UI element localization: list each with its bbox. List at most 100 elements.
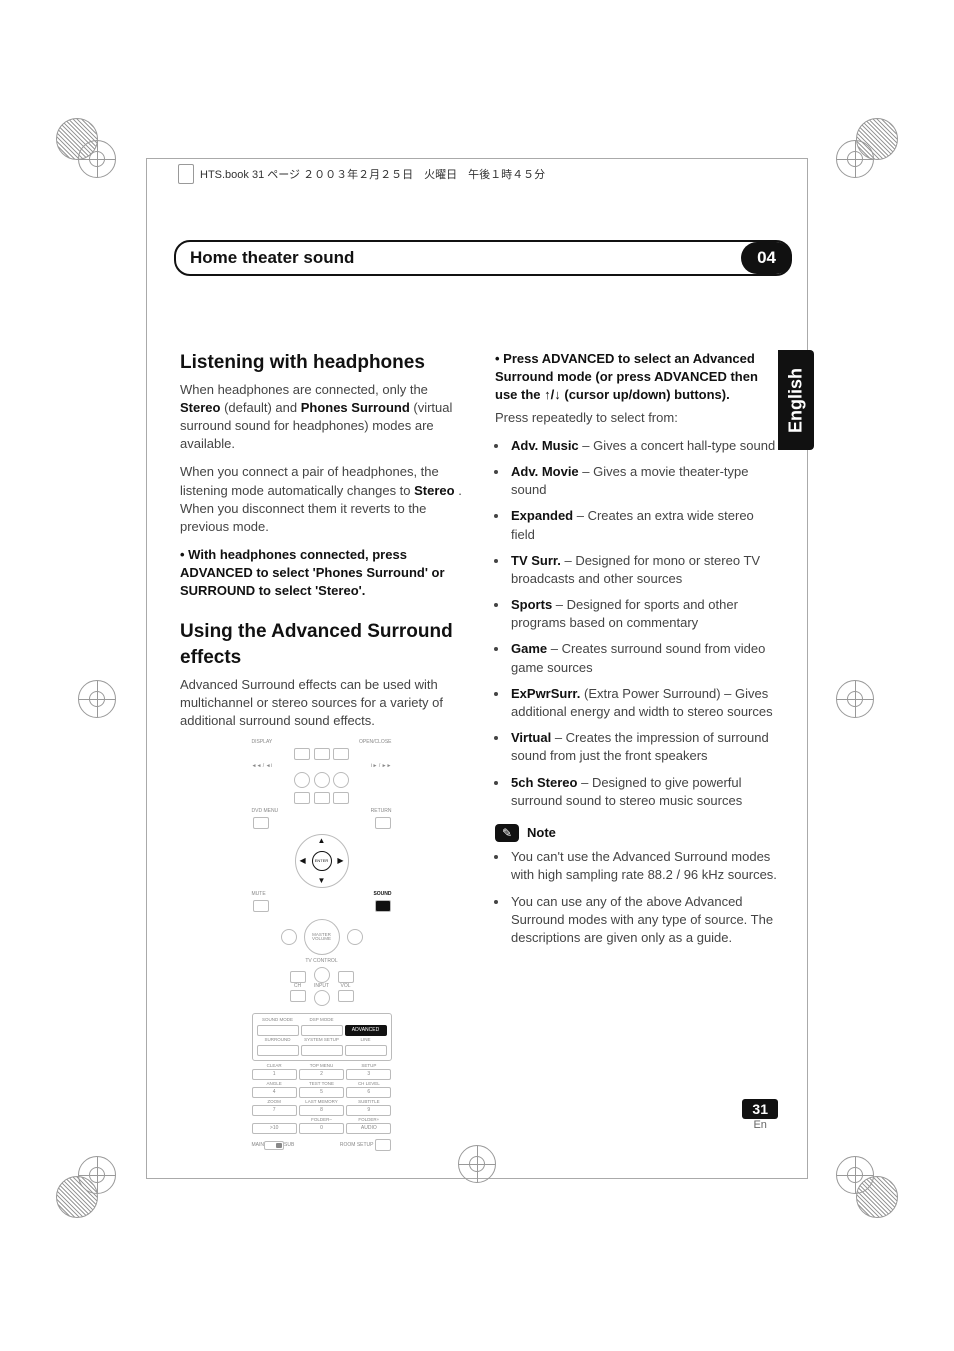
page-footer: 31 En	[742, 1099, 778, 1131]
btn-tvvol-up	[338, 971, 354, 983]
btn-sound-mode	[257, 1025, 299, 1036]
dpad: ▲ ▼ ◀ ▶ ENTER	[295, 834, 349, 888]
arrow-down-icon: ▼	[318, 877, 326, 885]
lbl-line: LINE	[345, 1038, 387, 1043]
chapter-pill: Home theater sound 04	[174, 240, 792, 276]
mode-name: Expanded	[511, 508, 573, 523]
btn-input	[314, 990, 330, 1006]
text: When headphones are connected, only the	[180, 382, 428, 397]
text: When you connect a pair of headphones, t…	[180, 464, 439, 497]
key-1: 1	[252, 1069, 297, 1080]
mode-section: SOUND MODE DSP MODE ADVANCED SURROUND SY…	[252, 1013, 392, 1061]
mode-name: Adv. Music	[511, 438, 579, 453]
mode-list: Adv. Music – Gives a concert hall-type s…	[509, 437, 778, 810]
note-item: You can't use the Advanced Surround mode…	[509, 848, 778, 884]
mode-item: Sports – Designed for sports and other p…	[509, 596, 778, 632]
language-tab: English	[778, 350, 814, 450]
lbl-dsp-mode: DSP MODE	[301, 1018, 343, 1023]
arrow-up-icon: ↑	[544, 387, 551, 402]
mode-name: Virtual	[511, 730, 551, 745]
btn-step-back	[294, 792, 310, 804]
lbl-input: INPUT	[314, 983, 329, 989]
lbl-ch: CH	[294, 983, 301, 989]
para-advanced-surround: Advanced Surround effects can be used wi…	[180, 676, 463, 731]
reg-mark-tr	[836, 140, 876, 180]
mode-item: Game – Creates surround sound from video…	[509, 640, 778, 676]
btn-step-fwd	[333, 792, 349, 804]
chapter-header: Home theater sound 04	[174, 240, 792, 272]
jp-header-text: HTS.book 31 ページ ２００３年２月２５日 火曜日 午後１時４５分	[200, 166, 545, 182]
content-columns: Listening with headphones When headphone…	[180, 350, 778, 1121]
text: With headphones connected, press ADVANCE…	[180, 547, 445, 598]
tv-control-row: CH INPUT VOL	[252, 966, 392, 1007]
key-6: 6	[346, 1087, 391, 1098]
reg-mark-br	[836, 1156, 876, 1196]
mode-item: 5ch Stereo – Designed to give powerful s…	[509, 774, 778, 810]
left-column: Listening with headphones When headphone…	[180, 350, 463, 1121]
key-audio: AUDIO	[346, 1123, 391, 1134]
btn-ch-down	[290, 990, 306, 1002]
btn-line	[345, 1045, 387, 1056]
lbl-system-setup: SYSTEM SETUP	[301, 1038, 343, 1043]
main-sub-slider	[264, 1141, 284, 1150]
key-0: 0	[299, 1123, 344, 1134]
mode-name: Adv. Movie	[511, 464, 579, 479]
lbl-sub: SUB	[284, 1143, 294, 1148]
reg-mark-mr	[836, 680, 876, 720]
note-list: You can't use the Advanced Surround mode…	[509, 848, 778, 947]
btn-dvd-menu	[253, 817, 269, 829]
master-volume-row: MASTER VOLUME	[252, 919, 392, 955]
reg-mark-ml	[78, 680, 118, 720]
arrow-left-icon: ◀	[300, 857, 306, 865]
mode-desc: – Creates surround sound from video game…	[511, 641, 765, 674]
btn-mute	[253, 900, 269, 912]
lbl-last-memory: LAST MEMORY	[299, 1100, 344, 1105]
note-label: Note	[527, 824, 556, 842]
btn-play	[314, 772, 330, 788]
reg-mark-bl	[78, 1156, 118, 1196]
lbl-prev-track: ◄◄ / ◄Ⅰ	[252, 764, 273, 769]
instruction-headphones: • With headphones connected, press ADVAN…	[180, 546, 463, 601]
note-item: You can use any of the above Advanced Su…	[509, 893, 778, 948]
arrow-right-icon: ▶	[337, 857, 343, 865]
btn-sound	[375, 900, 391, 912]
mode-name: 5ch Stereo	[511, 775, 577, 790]
lbl-display: DISPLAY	[252, 740, 273, 745]
btn-system-setup	[301, 1045, 343, 1056]
chapter-number: 04	[741, 242, 792, 274]
reg-mark-tl	[78, 140, 118, 180]
btn-surround	[257, 1045, 299, 1056]
lbl-sound-mode: SOUND MODE	[257, 1018, 299, 1023]
btn-tv-power	[314, 967, 330, 983]
lbl-sound: SOUND	[373, 892, 391, 897]
mode-desc: – Gives a concert hall-type sound	[579, 438, 776, 453]
heading-advanced-surround: Using the Advanced Surround effects	[180, 619, 463, 672]
para-headphones-2: When you connect a pair of headphones, t…	[180, 463, 463, 536]
mode-item: ExPwrSurr. (Extra Power Surround) – Give…	[509, 685, 778, 721]
btn-display	[294, 748, 310, 760]
arrow-up-icon: ▲	[318, 837, 326, 845]
mode-name: Game	[511, 641, 547, 656]
lbl-main: MAIN	[252, 1143, 265, 1148]
key-8: 8	[299, 1105, 344, 1116]
mode-item: Expanded – Creates an extra wide stereo …	[509, 507, 778, 543]
source-file-header: HTS.book 31 ページ ２００３年２月２５日 火曜日 午後１時４５分	[178, 164, 545, 184]
btn-stop	[314, 792, 330, 804]
btn-dsp-mode	[301, 1025, 343, 1036]
bold-stereo: Stereo	[180, 400, 220, 415]
key-3: 3	[346, 1069, 391, 1080]
right-column: • Press ADVANCED to select an Advanced S…	[495, 350, 778, 1121]
master-volume-wheel: MASTER VOLUME	[304, 919, 340, 955]
text: (cursor up/down) buttons).	[561, 387, 730, 402]
btn-rew	[294, 772, 310, 788]
heading-headphones: Listening with headphones	[180, 350, 463, 377]
lbl-return: RETURN	[371, 809, 392, 814]
doc-icon	[178, 164, 194, 184]
btn-vol-down	[281, 929, 297, 945]
text: (default) and	[224, 400, 301, 415]
mode-item: TV Surr. – Designed for mono or stereo T…	[509, 552, 778, 588]
lbl-open-close: OPEN/CLOSE	[359, 740, 392, 745]
lbl-room-setup: ROOM SETUP	[340, 1143, 374, 1148]
btn-vol-up	[347, 929, 363, 945]
bold-phones-surround: Phones Surround	[301, 400, 410, 415]
